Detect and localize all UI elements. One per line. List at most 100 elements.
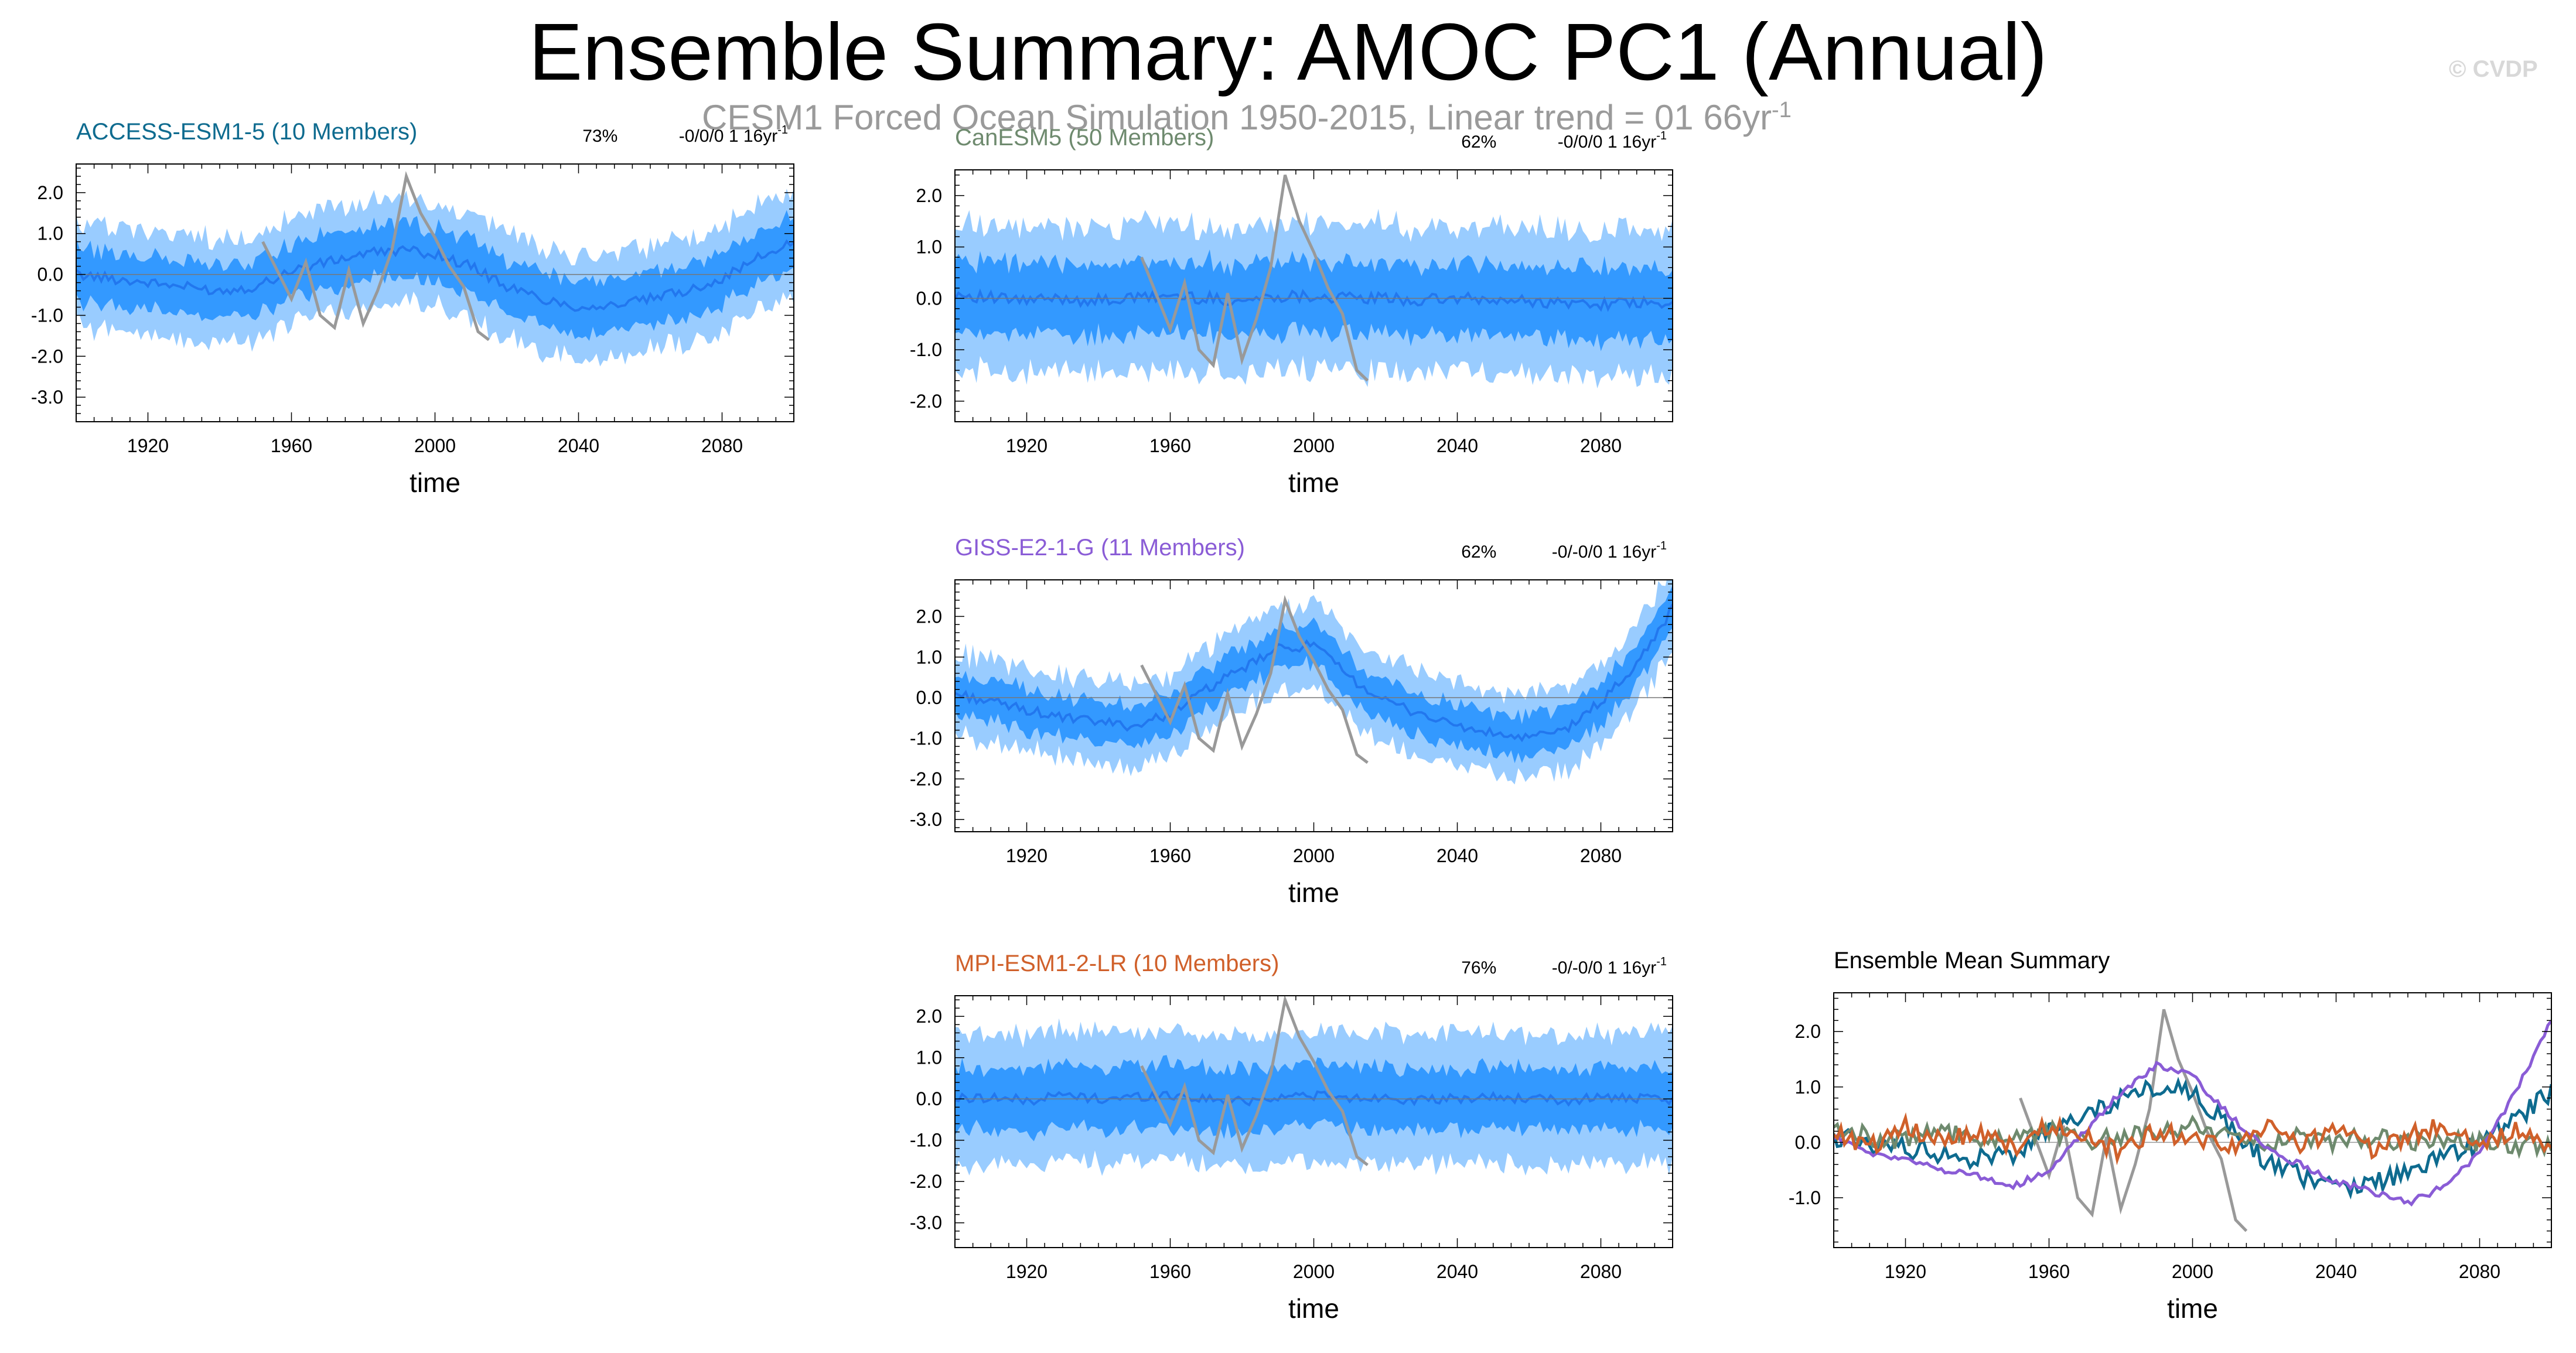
trend-label: -0/-0/0 1 16yr-1 xyxy=(1552,539,1667,562)
subtitle-superscript: -1 xyxy=(1772,98,1792,122)
x-tick-label: 1960 xyxy=(1149,845,1191,866)
x-axis-label: time xyxy=(410,467,460,498)
x-axis-label: time xyxy=(1288,1293,1339,1324)
inner-spread-band xyxy=(955,585,1673,763)
y-tick-label: -1.0 xyxy=(31,305,63,326)
trend-label: -0/-0/0 1 16yr-1 xyxy=(1552,955,1667,978)
y-tick-label: 2.0 xyxy=(916,1006,942,1027)
plot-area xyxy=(1834,1009,2551,1232)
y-tick-label: 1.0 xyxy=(37,223,63,244)
ensemble-mean-line xyxy=(955,288,1673,312)
x-tick-label: 2080 xyxy=(1580,1261,1622,1282)
x-tick-label: 1960 xyxy=(271,435,312,456)
chart-title: CanESM5 (50 Members) xyxy=(955,125,1214,151)
y-tick-label: 1.0 xyxy=(916,237,942,258)
x-tick-label: 2000 xyxy=(1293,845,1335,866)
chart-title: ACCESS-ESM1-5 (10 Members) xyxy=(76,119,417,145)
chart-access: ACCESS-ESM1-5 (10 Members) 73% -0/0/0 1 16… xyxy=(31,119,794,498)
trend-superscript: -1 xyxy=(777,124,788,136)
ensemble-mean-line xyxy=(76,239,794,312)
trend-label: -0/0/0 1 16yr-1 xyxy=(679,124,788,146)
chart-title: MPI-ESM1-2-LR (10 Members) xyxy=(955,951,1279,976)
x-tick-label: 1920 xyxy=(1885,1261,1926,1282)
x-tick-label: 2000 xyxy=(2172,1261,2213,1282)
y-axis: -3.0 -2.0 -1.0 0.0 1.0 2.0 xyxy=(910,999,1673,1248)
y-tick-label: 0.0 xyxy=(916,687,942,708)
x-axis-label: time xyxy=(1288,877,1339,908)
x-tick-label: 2080 xyxy=(2459,1261,2500,1282)
y-tick-label: 1.0 xyxy=(1795,1077,1821,1098)
percent-label: 73% xyxy=(582,127,617,146)
y-tick-label: -1.0 xyxy=(910,1130,942,1151)
plot-area xyxy=(955,996,1673,1176)
y-tick-label: 2.0 xyxy=(37,182,63,203)
y-axis: -3.0 -2.0 -1.0 0.0 1.0 2.0 xyxy=(31,168,794,422)
x-tick-label: 2040 xyxy=(1437,845,1478,866)
observations-line xyxy=(1140,594,1369,764)
x-tick-label: 1960 xyxy=(1149,435,1191,456)
plot-area xyxy=(955,175,1673,389)
chart-canesm: CanESM5 (50 Members) 62% -0/0/0 1 16yr-1 19… xyxy=(910,125,1673,498)
percent-label: 76% xyxy=(1461,958,1496,978)
y-axis: -2.0 -1.0 0.0 1.0 2.0 xyxy=(910,175,1673,412)
series-line-giss-e2-1-g xyxy=(1834,1020,2551,1207)
y-tick-label: 2.0 xyxy=(1795,1021,1821,1042)
y-tick-label: -3.0 xyxy=(910,1212,942,1234)
x-tick-label: 2000 xyxy=(1293,435,1335,456)
plot-area xyxy=(955,580,1673,785)
page-subtitle: CESM1 Forced Ocean Simulation 1950-2015,… xyxy=(702,97,1874,138)
x-tick-label: 2040 xyxy=(2315,1261,2357,1282)
y-tick-label: 1.0 xyxy=(916,1047,942,1068)
series-line-access-esm1-5 xyxy=(1834,1077,2551,1200)
y-tick-label: -3.0 xyxy=(910,809,942,830)
outer-spread-band xyxy=(955,580,1673,785)
series-line-canesm5 xyxy=(1834,1114,2551,1159)
y-tick-label: 0.0 xyxy=(1795,1132,1821,1153)
y-axis: -3.0 -2.0 -1.0 0.0 1.0 2.0 xyxy=(910,583,1673,830)
chart-title: Ensemble Mean Summary xyxy=(1834,948,2110,973)
y-tick-label: 2.0 xyxy=(916,185,942,206)
x-tick-label: 1920 xyxy=(1006,845,1048,866)
series-line-observations xyxy=(2019,1009,2248,1232)
x-axis-label: time xyxy=(1288,467,1339,498)
y-tick-label: 0.0 xyxy=(916,288,942,309)
x-axis: 1920 1960 2000 2040 2080 time xyxy=(954,996,1673,1324)
ensemble-mean-line xyxy=(955,1090,1673,1107)
observations-line xyxy=(261,171,490,341)
x-axis-label: time xyxy=(2167,1293,2218,1324)
y-tick-label: -1.0 xyxy=(910,339,942,360)
x-tick-label: 2040 xyxy=(1437,435,1478,456)
trend-label: -0/0/0 1 16yr-1 xyxy=(1558,129,1667,152)
trend-superscript: -1 xyxy=(1656,539,1667,552)
ensemble-mean-line xyxy=(955,603,1673,743)
y-tick-label: -2.0 xyxy=(31,346,63,367)
y-axis: -1.0 0.0 1.0 2.0 xyxy=(1789,997,2551,1243)
percent-label: 62% xyxy=(1461,132,1496,152)
y-tick-label: -1.0 xyxy=(1789,1187,1821,1208)
y-tick-label: -1.0 xyxy=(910,727,942,749)
x-tick-label: 1960 xyxy=(1149,1261,1191,1282)
x-tick-label: 1920 xyxy=(127,435,169,456)
x-axis: 1920 1960 2000 2040 2080 time xyxy=(954,170,1673,498)
x-tick-label: 2040 xyxy=(1437,1261,1478,1282)
inner-spread-band xyxy=(76,210,794,341)
x-tick-label: 1920 xyxy=(1006,435,1048,456)
y-tick-label: -2.0 xyxy=(910,1171,942,1192)
y-tick-label: -2.0 xyxy=(910,768,942,790)
y-tick-label: -2.0 xyxy=(910,391,942,412)
page-title: Ensemble Summary: AMOC PC1 (Annual) xyxy=(528,7,2048,97)
y-tick-label: 2.0 xyxy=(916,606,942,627)
y-tick-label: 0.0 xyxy=(37,264,63,285)
plot-area xyxy=(76,171,794,367)
y-tick-label: 1.0 xyxy=(916,647,942,668)
chart-summary: Ensemble Mean Summary 1920 1960 2000 2040 208… xyxy=(1789,948,2552,1324)
trend-superscript: -1 xyxy=(1656,955,1667,968)
x-tick-label: 2040 xyxy=(558,435,599,456)
x-tick-label: 2080 xyxy=(701,435,743,456)
chart-giss: GISS-E2-1-G (11 Members) 62% -0/-0/0 1 16y… xyxy=(910,535,1673,908)
x-axis: 1920 1960 2000 2040 2080 time xyxy=(954,580,1673,908)
y-tick-label: 0.0 xyxy=(916,1088,942,1109)
percent-label: 62% xyxy=(1461,542,1496,562)
x-axis: 1920 1960 2000 2040 2080 time xyxy=(76,164,794,498)
